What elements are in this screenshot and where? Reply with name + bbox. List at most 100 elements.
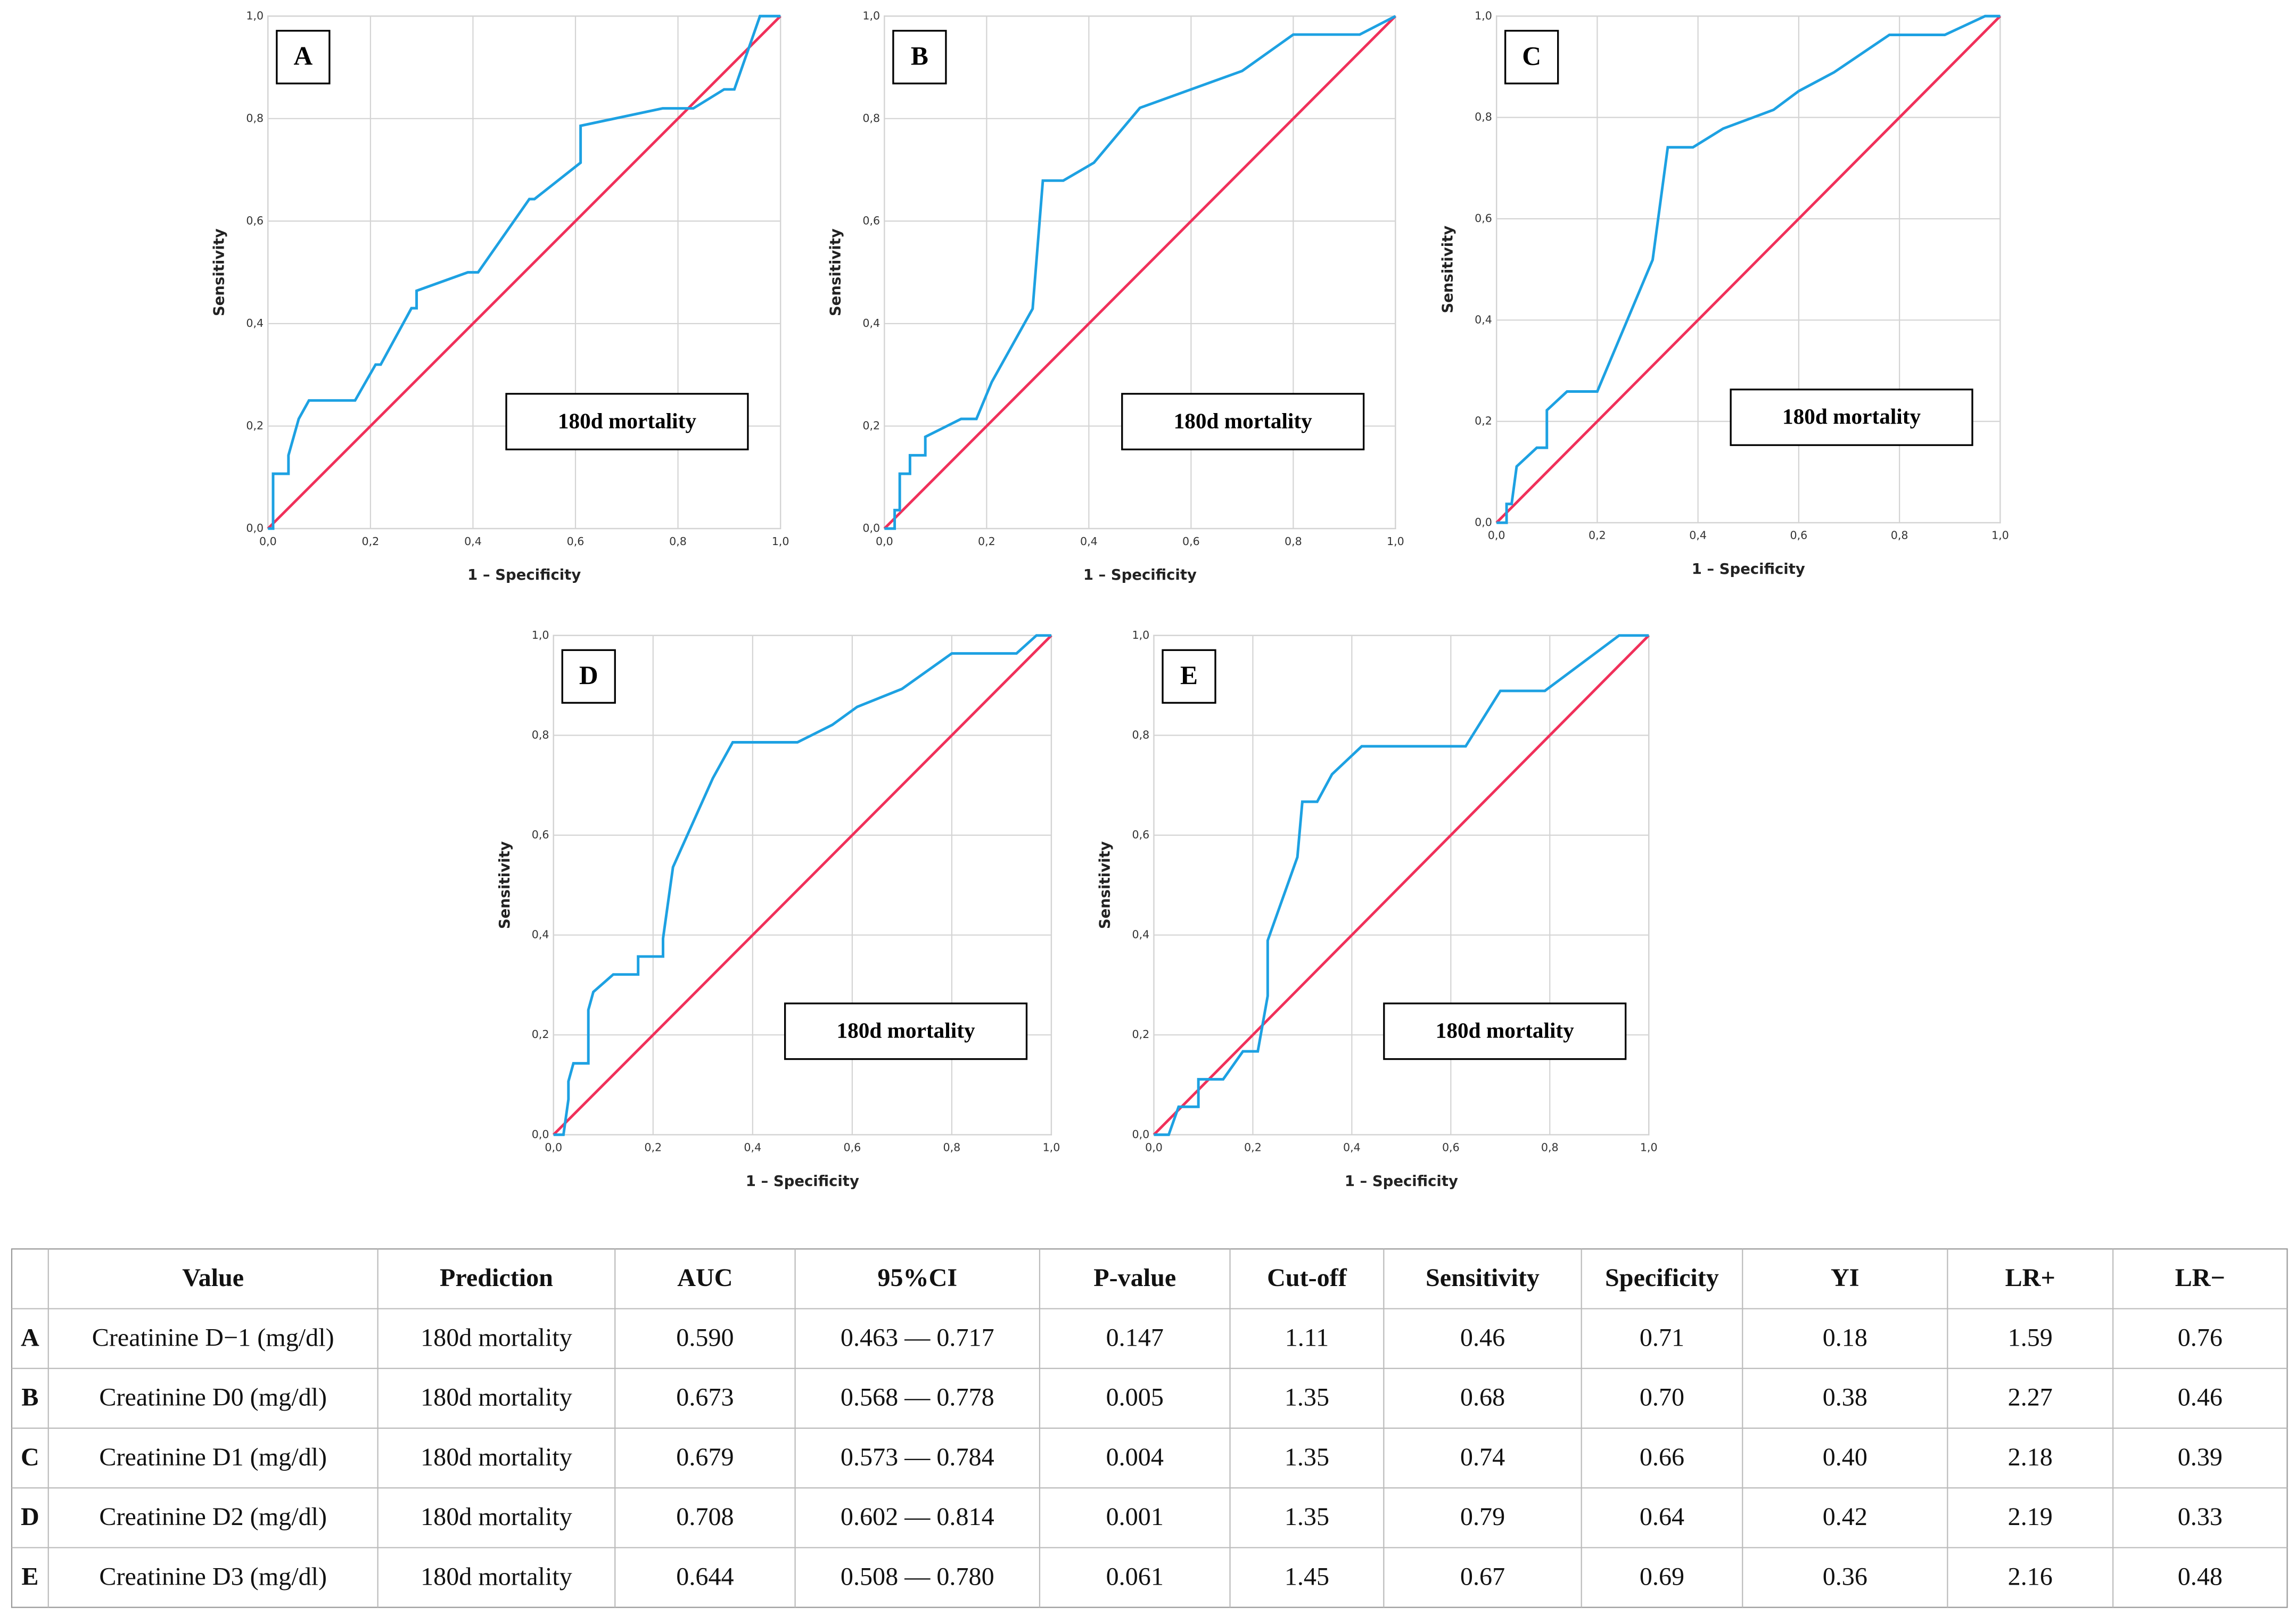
table-header-cell: Value [182,1264,244,1292]
table-header-cell: Prediction [440,1264,553,1292]
y-tick-label: 0,4 [1132,928,1149,941]
annotation-box [1121,393,1365,450]
table-header-cell: Specificity [1605,1264,1719,1292]
table-cell: 0.147 [1106,1323,1164,1352]
table-cell: 1.35 [1285,1443,1329,1471]
x-tick-label: 0,6 [1182,535,1200,548]
y-tick-label: 0,6 [532,828,549,841]
roc-line [1495,15,2002,524]
table-cell: 1.35 [1285,1503,1329,1531]
panel-label: D [579,661,598,690]
y-tick-label: 0,0 [1475,516,1492,529]
table-cell: Creatinine D2 (mg/dl) [99,1503,327,1531]
y-tick-label: 0,2 [862,419,880,432]
table-cell: 0.590 [676,1323,734,1352]
table-cell: 0.508 — 0.780 [841,1562,994,1591]
table-cell: 0.573 — 0.784 [841,1443,994,1471]
y-axis-label: Sensitivity [1097,841,1114,929]
roc-panel: 0,0 0,2 0,4 0,6 0,8 1,0 0,0 0,2 0,4 0,6 0,8 1,0 1 – … [1439,9,2009,578]
y-tick-label: 1,0 [1475,9,1492,22]
x-tick-label: 0,0 [1145,1141,1163,1154]
table: Value Prediction AUC 95%CI P-value Cut-off Sen… [11,1248,2288,1608]
panel-label: C [1522,41,1541,70]
table-cell: 0.40 [1823,1443,1867,1471]
table-cell: 0.004 [1106,1443,1164,1471]
y-tick-label: 1,0 [1132,629,1149,641]
table-cell: 1.45 [1285,1562,1329,1591]
x-tick-label: 0,8 [1541,1141,1559,1154]
y-tick-label: 0,2 [246,419,264,432]
table-cell: 0.46 [1460,1323,1505,1352]
x-tick-label: 0,8 [669,535,687,548]
y-tick-label: 0,6 [246,214,264,227]
annotation: 180d mortality [558,408,696,433]
table-cell: 0.708 [676,1503,734,1531]
table-cell: Creatinine D−1 (mg/dl) [92,1323,334,1352]
x-tick-label: 0,6 [567,535,585,548]
y-tick-label: 0,8 [862,112,880,125]
annotation-box [1730,389,1973,446]
roc-line [268,14,781,530]
roc-panel: 0,0 0,2 0,4 0,6 0,8 1,0 0,0 0,2 0,4 0,6 0,8 1,0 1 – … [496,629,1060,1190]
y-tick-label: 0,4 [532,928,549,941]
table-cell: 0.70 [1640,1383,1684,1412]
x-tick-label: 0,8 [1891,529,1908,542]
y-tick-label: 0,4 [862,317,880,329]
x-axis-label: 1 – Specificity [1083,566,1197,583]
roc-line [267,15,781,530]
table-cell: 0.679 [676,1443,734,1471]
y-axis-label: Sensitivity [496,841,513,929]
y-axis-label: Sensitivity [827,228,844,316]
roc-panel: 0,0 0,2 0,4 0,6 0,8 1,0 0,0 0,2 0,4 0,6 0,8 1,0 1 – … [827,9,1404,583]
x-axis-label: 1 – Specificity [1692,561,1805,578]
y-axis-label: Sensitivity [211,228,228,316]
y-tick-label: 0,8 [1475,111,1492,123]
table-cell: 0.42 [1823,1503,1867,1531]
x-tick-label: 0,2 [978,535,995,548]
y-tick-label: 0,0 [246,522,264,534]
x-tick-label: 0,0 [259,535,277,548]
table-cell: 0.061 [1106,1562,1164,1591]
annotation: 180d mortality [1782,404,1921,429]
table-cell: 180d mortality [421,1443,572,1471]
table-cell: 0.64 [1640,1503,1684,1531]
x-tick-label: 0,6 [843,1141,861,1154]
y-tick-label: 0,0 [532,1128,549,1141]
table-header-cell: LR+ [2005,1264,2055,1292]
x-tick-label: 0,8 [1285,535,1302,548]
table-cell: 0.46 [2178,1383,2223,1412]
x-tick-label: 0,8 [943,1141,961,1154]
y-tick-label: 0,4 [1475,313,1492,326]
y-tick-label: 0,2 [532,1028,549,1041]
table-cell: 0.74 [1460,1443,1505,1471]
y-tick-label: 0,0 [1132,1128,1149,1141]
table-header-cell: YI [1831,1264,1859,1292]
roc-line [1154,634,1649,1136]
table-cell: 0.79 [1460,1503,1505,1531]
panel-label-box [561,649,616,704]
table-cell: 180d mortality [421,1383,572,1412]
table-cell: 0.644 [676,1562,734,1591]
table-cell: 0.76 [2178,1323,2223,1352]
table-cell: 0.36 [1823,1562,1867,1591]
roc-panel: 0,0 0,2 0,4 0,6 0,8 1,0 0,0 0,2 0,4 0,6 0,8 1,0 1 – … [211,9,789,583]
table-cell: 0.68 [1460,1383,1505,1412]
table-header-cell: AUC [677,1264,733,1292]
table-cell: 180d mortality [421,1323,572,1352]
table-row-label: C [21,1443,39,1471]
table-header-cell: LR− [2175,1264,2225,1292]
roc-line [884,15,1396,530]
y-tick-label: 0,8 [532,728,549,741]
table-cell: 0.67 [1460,1562,1505,1591]
y-axis-label: Sensitivity [1439,226,1456,314]
table-header-cell: 95%CI [877,1264,957,1292]
annotation-box [784,1002,1028,1060]
annotation: 180d mortality [1436,1018,1574,1043]
panel-label-box [1504,30,1559,85]
table-cell: 1.35 [1285,1383,1329,1412]
x-tick-label: 1,0 [1387,535,1404,548]
x-tick-label: 0,0 [876,535,893,548]
y-tick-label: 0,4 [246,317,264,329]
table-cell: 0.001 [1106,1503,1164,1531]
x-axis-label: 1 – Specificity [467,566,581,583]
